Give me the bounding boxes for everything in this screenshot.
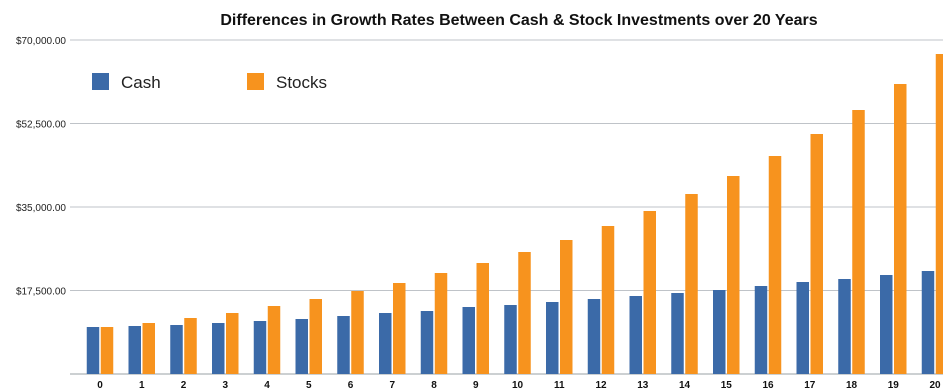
y-tick-label: $35,000.00 xyxy=(16,203,66,214)
x-tick-label: 7 xyxy=(389,380,395,391)
x-tick-label: 15 xyxy=(721,380,733,391)
x-tick-label: 8 xyxy=(431,380,437,391)
x-tick-label: 12 xyxy=(595,380,607,391)
legend: Cash Stocks xyxy=(92,73,327,92)
bar-cash-10 xyxy=(504,305,517,374)
bar-cash-11 xyxy=(546,302,559,374)
bar-stocks-7 xyxy=(393,283,406,374)
x-tick-label: 13 xyxy=(637,380,649,391)
x-tick-label: 0 xyxy=(97,380,103,391)
bar-cash-1 xyxy=(128,326,141,374)
x-tick-label: 10 xyxy=(512,380,524,391)
bar-cash-12 xyxy=(587,299,601,374)
bar-stocks-8 xyxy=(434,273,448,374)
bar-cash-9 xyxy=(462,307,475,374)
bar-cash-6 xyxy=(337,316,350,374)
bar-stocks-16 xyxy=(768,156,782,374)
bar-stocks-3 xyxy=(226,313,239,374)
bar-cash-15 xyxy=(713,290,726,374)
bar-cash-18 xyxy=(838,279,851,374)
y-axis-tick-labels: $70,000.00 $52,500.00 $35,000.00 $17,500.00 xyxy=(16,36,66,298)
bar-stocks-6 xyxy=(351,291,364,374)
bar-stocks-15 xyxy=(727,176,740,374)
bar-cash-7 xyxy=(379,313,392,374)
bar-stocks-13 xyxy=(643,211,656,374)
bar-cash-16 xyxy=(754,286,768,374)
x-tick-label: 17 xyxy=(804,380,816,391)
bar-cash-14 xyxy=(671,293,684,374)
bar-cash-4 xyxy=(253,321,267,374)
bar-stocks-2 xyxy=(184,318,197,374)
x-axis-tick-labels: 0 1 2 3 4 5 6 7 8 9 10 11 12 13 14 15 16 17 18 19 20 xyxy=(97,380,941,391)
bar-stocks-4 xyxy=(267,306,281,374)
legend-swatch-stocks xyxy=(247,73,264,90)
y-tick-label: $70,000.00 xyxy=(16,36,66,47)
bar-stocks-19 xyxy=(894,84,907,374)
x-tick-label: 20 xyxy=(929,380,941,391)
x-tick-label: 11 xyxy=(554,380,565,391)
bar-cash-3 xyxy=(212,323,225,374)
bar-stocks-17 xyxy=(810,134,823,374)
legend-label-stocks: Stocks xyxy=(276,73,327,92)
x-tick-label: 16 xyxy=(762,380,774,391)
bar-cash-17 xyxy=(796,282,809,374)
bar-series-group xyxy=(86,54,943,374)
legend-swatch-cash xyxy=(92,73,109,90)
bar-stocks-10 xyxy=(518,252,531,374)
bar-stocks-20 xyxy=(935,54,943,374)
bar-cash-5 xyxy=(295,319,308,374)
bar-stocks-5 xyxy=(309,299,322,374)
x-tick-label: 1 xyxy=(139,380,145,391)
x-tick-label: 5 xyxy=(306,380,312,391)
legend-label-cash: Cash xyxy=(121,73,161,92)
bar-cash-0 xyxy=(86,327,100,374)
bar-stocks-1 xyxy=(142,323,155,374)
bar-cash-13 xyxy=(629,296,642,374)
bar-stocks-9 xyxy=(476,263,489,374)
bar-stocks-11 xyxy=(560,240,573,374)
chart-title: Differences in Growth Rates Between Cash… xyxy=(220,12,817,29)
bar-cash-20 xyxy=(921,271,935,374)
bar-stocks-12 xyxy=(601,226,615,374)
bar-cash-2 xyxy=(170,325,183,374)
x-tick-label: 9 xyxy=(473,380,479,391)
y-tick-label: $17,500.00 xyxy=(16,287,66,298)
y-tick-label: $52,500.00 xyxy=(16,120,66,131)
bar-cash-19 xyxy=(880,275,893,374)
x-tick-label: 18 xyxy=(846,380,858,391)
x-tick-label: 6 xyxy=(348,380,354,391)
x-tick-label: 3 xyxy=(222,380,228,391)
x-tick-label: 14 xyxy=(679,380,691,391)
bar-stocks-14 xyxy=(685,194,698,374)
x-tick-label: 19 xyxy=(888,380,900,391)
bar-cash-8 xyxy=(420,311,434,374)
x-tick-label: 4 xyxy=(264,380,270,391)
bar-stocks-0 xyxy=(100,327,114,374)
bar-stocks-18 xyxy=(852,110,865,374)
x-tick-label: 2 xyxy=(181,380,187,391)
